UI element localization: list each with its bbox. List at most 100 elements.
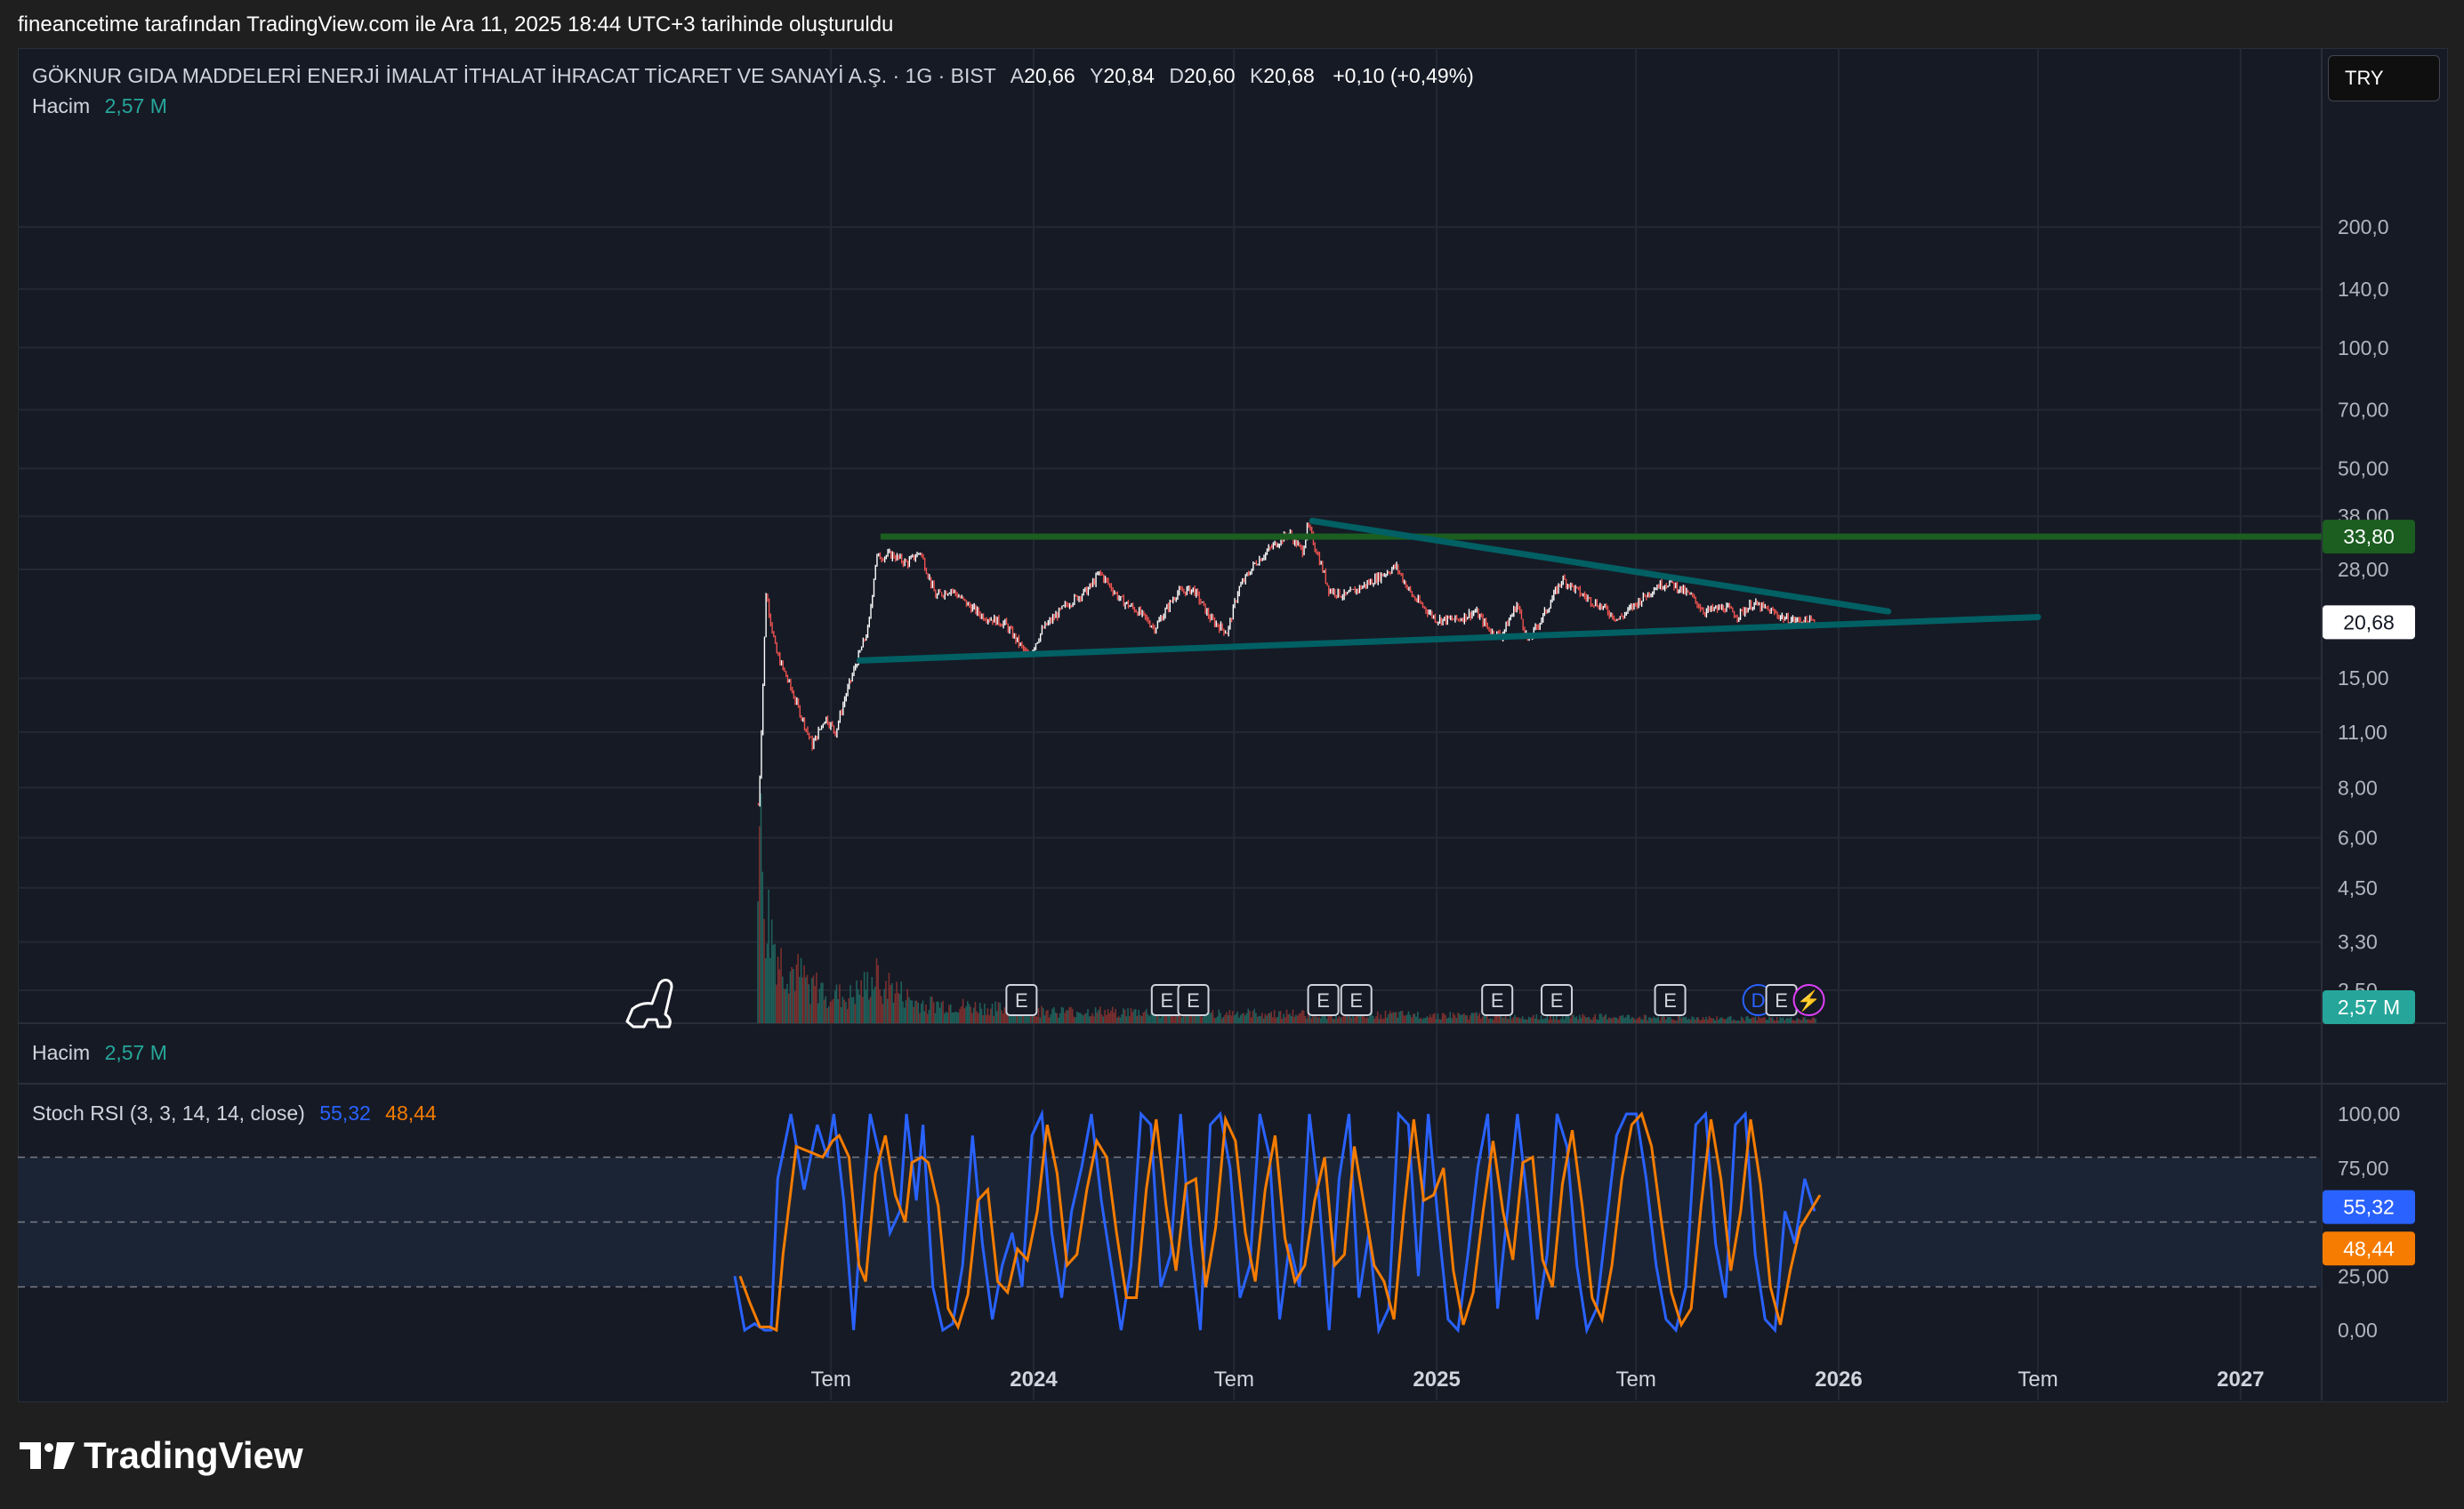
volume-bar bbox=[1480, 1018, 1482, 1023]
volume-bar bbox=[923, 1011, 926, 1023]
volume-bar bbox=[1788, 1019, 1791, 1023]
time-tick-label: 2026 bbox=[1815, 1368, 1862, 1392]
volume-bar bbox=[1622, 1014, 1624, 1023]
event-marker-earnings[interactable]: E bbox=[1005, 984, 1038, 1016]
volume-bar bbox=[1264, 1013, 1267, 1023]
volume-bar bbox=[1794, 1021, 1797, 1023]
volume-bar bbox=[1048, 1017, 1051, 1023]
event-marker-earnings[interactable]: E bbox=[1177, 984, 1210, 1016]
volume-bar bbox=[1674, 1020, 1677, 1023]
event-marker-earnings[interactable]: E bbox=[1150, 984, 1183, 1016]
volume-bar bbox=[1666, 1017, 1669, 1023]
volume-bar bbox=[1452, 1013, 1454, 1023]
earnings-marker-box bbox=[1481, 984, 1514, 1016]
volume-bar bbox=[1088, 1016, 1091, 1023]
volume-bar bbox=[869, 997, 872, 1023]
currency-button[interactable]: TRY bbox=[2328, 55, 2440, 101]
dinosaur-icon[interactable] bbox=[625, 979, 673, 1029]
volume-bar bbox=[1683, 1017, 1686, 1023]
volume-bar bbox=[758, 826, 761, 1023]
volume-bar bbox=[1741, 1016, 1743, 1023]
volume-bar bbox=[1232, 1011, 1234, 1023]
volume-bar bbox=[1127, 1008, 1129, 1023]
volume-bar bbox=[1771, 1017, 1774, 1023]
volume-bar bbox=[873, 989, 874, 1023]
volume-pane-label: Hacim bbox=[32, 1041, 91, 1064]
volume-bar bbox=[1204, 1009, 1206, 1023]
volume-bar bbox=[1421, 1019, 1423, 1023]
volume-bar bbox=[1679, 1015, 1681, 1023]
price-tick-label: 11,00 bbox=[2338, 721, 2388, 744]
volume-bar bbox=[1142, 1013, 1145, 1023]
volume-bar bbox=[1227, 1014, 1229, 1023]
tradingview-logo[interactable]: TradingView bbox=[20, 1434, 303, 1477]
volume-bar bbox=[1523, 1019, 1526, 1023]
volume-bar bbox=[1123, 1009, 1126, 1023]
volume-pane-legend[interactable]: Hacim 2,57 M bbox=[32, 1041, 167, 1065]
volume-bar bbox=[1584, 1017, 1587, 1023]
volume-bar bbox=[1784, 1020, 1786, 1023]
volume-bar bbox=[980, 1008, 983, 1023]
volume-bar bbox=[940, 1002, 943, 1023]
stoch-d-badge-bg bbox=[2323, 1231, 2415, 1266]
volume-bar bbox=[1378, 1019, 1381, 1023]
event-marker-earnings[interactable]: E bbox=[1307, 984, 1340, 1016]
volume-bar bbox=[1401, 1010, 1404, 1023]
volume-bar bbox=[1003, 1007, 1006, 1023]
volume-bar bbox=[1590, 1019, 1591, 1023]
volume-bar bbox=[822, 982, 824, 1023]
volume-bar bbox=[1107, 1008, 1109, 1023]
volume-bar bbox=[1443, 1013, 1445, 1023]
volume-bar bbox=[908, 997, 910, 1023]
volume-bar bbox=[1526, 1019, 1528, 1023]
volume-bar bbox=[1728, 1016, 1730, 1023]
volume-bar bbox=[1325, 1012, 1326, 1023]
symbol-legend[interactable]: GÖKNUR GIDA MADDELERİ ENERJİ İMALAT İTHA… bbox=[32, 64, 1474, 88]
volume-bar bbox=[1790, 1016, 1792, 1023]
volume-bar bbox=[1813, 1017, 1816, 1023]
volume-bar bbox=[1557, 1020, 1559, 1023]
event-marker-split[interactable]: ⚡ bbox=[1792, 984, 1825, 1016]
volume-legend[interactable]: Hacim 2,57 M bbox=[32, 94, 167, 118]
volume-bar bbox=[1325, 1018, 1328, 1023]
volume-bar bbox=[1807, 1019, 1809, 1023]
volume-bar bbox=[1151, 1011, 1154, 1023]
stoch-legend[interactable]: Stoch RSI (3, 3, 14, 14, close) 55,32 48… bbox=[32, 1101, 437, 1126]
volume-bar bbox=[1236, 1011, 1238, 1023]
volume-bar bbox=[1486, 1013, 1488, 1023]
volume-bar bbox=[1449, 1012, 1452, 1023]
volume-bar bbox=[1131, 1012, 1134, 1023]
volume-bar bbox=[1458, 1013, 1461, 1023]
volume-bar bbox=[1087, 1009, 1089, 1023]
volume-bar bbox=[1764, 1017, 1766, 1023]
volume-bar bbox=[1504, 1013, 1507, 1023]
volume-bar bbox=[1438, 1019, 1440, 1023]
event-marker-earnings[interactable]: E bbox=[1765, 984, 1798, 1016]
volume-bar bbox=[976, 1011, 978, 1023]
event-marker-earnings[interactable]: E bbox=[1340, 984, 1373, 1016]
volume-bar bbox=[1606, 1019, 1608, 1023]
event-marker-earnings[interactable]: E bbox=[1541, 984, 1574, 1016]
event-marker-earnings[interactable]: E bbox=[1654, 984, 1687, 1016]
volume-bar bbox=[1654, 1018, 1656, 1023]
stoch-rsi-lines bbox=[733, 1109, 1822, 1336]
volume-bar bbox=[1590, 1020, 1593, 1023]
volume-bar bbox=[1711, 1018, 1713, 1023]
event-marker-earnings[interactable]: E bbox=[1481, 984, 1514, 1016]
volume-bar bbox=[1400, 1011, 1402, 1023]
volume-bar bbox=[1750, 1018, 1752, 1023]
volume-bar bbox=[1335, 1010, 1337, 1023]
volume-bar bbox=[1583, 1015, 1585, 1023]
volume-bar bbox=[1146, 1008, 1147, 1023]
volume-bar bbox=[946, 1013, 949, 1023]
volume-bar bbox=[1500, 1013, 1502, 1023]
volume-bar bbox=[1605, 1013, 1607, 1023]
volume-bar bbox=[1405, 1014, 1408, 1023]
volume-bar bbox=[1440, 1019, 1442, 1023]
level-price-badge-text: 33,80 bbox=[2343, 525, 2395, 548]
volume-bar bbox=[1102, 1016, 1105, 1023]
volume-bar bbox=[1244, 1015, 1246, 1023]
time-tick-label: 2025 bbox=[1413, 1368, 1460, 1392]
volume-bar bbox=[1190, 1009, 1192, 1023]
